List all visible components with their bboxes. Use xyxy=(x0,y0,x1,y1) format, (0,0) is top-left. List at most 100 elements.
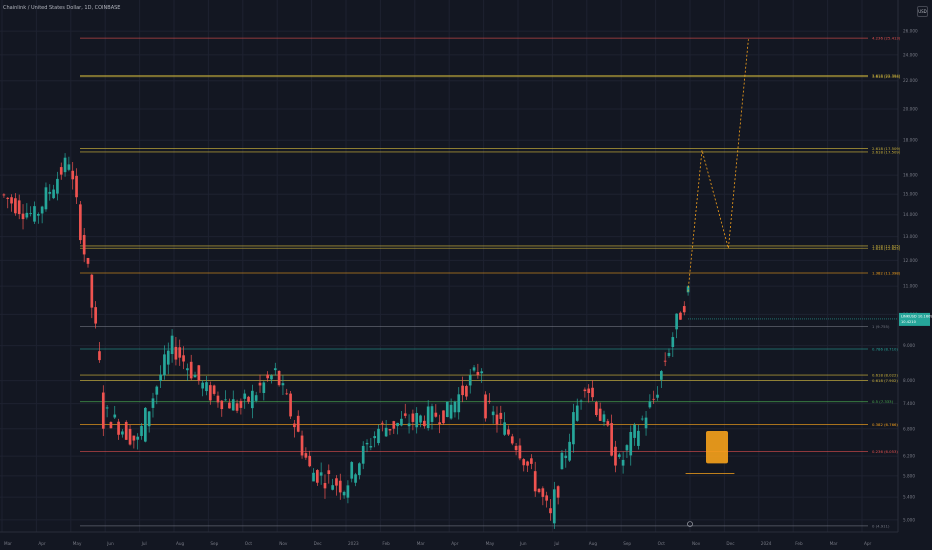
candle-body xyxy=(545,495,549,501)
candle-body xyxy=(319,472,323,476)
candle-body xyxy=(671,337,675,348)
candle-body xyxy=(140,425,143,436)
candle-body xyxy=(675,313,678,330)
candle-body xyxy=(465,386,468,397)
candle-body xyxy=(598,408,602,421)
y-tick-label: 9.000 xyxy=(903,343,915,348)
candle-body xyxy=(648,401,652,408)
candle-body xyxy=(48,191,52,194)
currency-label[interactable]: USD xyxy=(917,6,928,17)
candle-body xyxy=(484,394,487,419)
candle-body xyxy=(266,374,269,379)
candle-body xyxy=(293,423,296,428)
candle-body xyxy=(208,385,212,401)
candle-body xyxy=(434,412,438,417)
candle-body xyxy=(285,393,289,395)
candle-body xyxy=(514,445,518,451)
candle-body xyxy=(461,385,464,396)
candle-body xyxy=(507,429,510,435)
candle-body xyxy=(617,454,621,457)
candle-body xyxy=(346,485,350,498)
x-tick-label: Jul xyxy=(141,541,147,546)
candle-body xyxy=(277,370,281,386)
x-tick-label: 2024 xyxy=(761,541,772,546)
candle-body xyxy=(568,441,571,461)
x-tick-label: Jun xyxy=(519,541,527,546)
candle-body xyxy=(663,360,667,362)
price-tag-box xyxy=(899,312,930,326)
y-tick-label: 12.000 xyxy=(903,258,918,263)
candle-body xyxy=(59,167,63,175)
fib-level-label: 0.618 (7.902) xyxy=(872,378,898,383)
fib-level-label: 0.618 (8.022) xyxy=(872,373,898,378)
candle-body xyxy=(228,402,231,409)
event-marker[interactable] xyxy=(687,521,693,527)
candle-body xyxy=(14,198,17,214)
x-tick-label: Apr xyxy=(451,541,459,546)
candle-body xyxy=(480,371,484,374)
fib-level-label: 1.618 (12.625) xyxy=(872,246,901,251)
candle-body xyxy=(327,470,331,475)
candle-body xyxy=(132,435,136,441)
candle-body xyxy=(526,461,529,466)
candle-body xyxy=(52,189,55,199)
y-tick-label: 26.000 xyxy=(903,29,918,34)
candle-body xyxy=(296,415,300,432)
candle-body xyxy=(338,480,342,493)
candle-body xyxy=(591,387,594,398)
candle-body xyxy=(117,421,120,435)
candle-body xyxy=(449,404,453,419)
x-tick-label: Apr xyxy=(864,541,872,546)
candle-body xyxy=(629,431,633,456)
candle-body xyxy=(170,335,174,354)
candle-body xyxy=(644,417,648,429)
candle-body xyxy=(686,286,690,293)
candle-body xyxy=(411,413,415,422)
candle-body xyxy=(457,394,461,413)
candle-body xyxy=(361,445,365,464)
candle-body xyxy=(423,420,426,427)
candle-body xyxy=(640,418,644,420)
y-tick-label: 7.400 xyxy=(903,401,915,406)
candle-body xyxy=(552,489,556,524)
candle-body xyxy=(476,371,480,376)
candle-body xyxy=(579,400,583,402)
candle-body xyxy=(384,427,388,437)
candle-body xyxy=(667,352,671,356)
y-tick-label: 14.000 xyxy=(903,212,918,217)
x-tick-label: May xyxy=(486,541,495,546)
candle-body xyxy=(239,400,243,408)
target-zone-box[interactable] xyxy=(706,430,728,464)
candle-body xyxy=(247,396,250,402)
candle-body xyxy=(426,406,430,429)
candle-body xyxy=(6,197,10,199)
candle-body xyxy=(392,421,396,429)
candle-body xyxy=(564,455,568,459)
x-tick-label: Sep xyxy=(623,541,631,546)
candle-body xyxy=(205,382,208,392)
candle-body xyxy=(373,436,377,439)
fib-level-label: 1.382 (11.398) xyxy=(872,270,901,275)
x-tick-label: Jul xyxy=(553,541,559,546)
candle-body xyxy=(128,428,132,445)
x-tick-label: Dec xyxy=(726,541,735,546)
candle-body xyxy=(679,312,682,320)
candle-body xyxy=(147,411,151,427)
fib-level-label: 0.236 (6.053) xyxy=(872,449,898,454)
candle-body xyxy=(312,472,315,482)
candle-body xyxy=(614,446,617,466)
candle-body xyxy=(442,410,445,424)
candle-body xyxy=(121,431,124,435)
candle-body xyxy=(510,436,514,444)
candle-body xyxy=(86,257,90,264)
y-tick-label: 16.000 xyxy=(903,173,918,178)
candle-body xyxy=(342,491,346,496)
candle-body xyxy=(438,422,441,424)
y-tick-label: 5.800 xyxy=(903,473,915,478)
candle-body xyxy=(251,390,254,409)
y-tick-label: 11.000 xyxy=(903,284,918,289)
candle-body xyxy=(174,346,178,360)
candle-body xyxy=(109,422,113,429)
